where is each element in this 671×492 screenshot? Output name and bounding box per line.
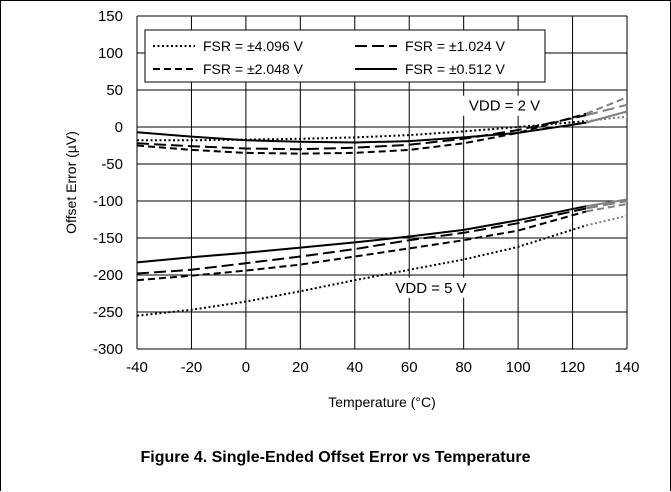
legend-label: FSR = ±1.024 V [405,38,506,54]
x-axis-label: Temperature (°C) [328,394,436,410]
series-line-extrapolated [586,198,628,208]
legend-label: FSR = ±2.048 V [203,61,304,77]
y-tick-label: -200 [93,267,123,284]
annotation-background [462,95,547,116]
x-tick-label: 40 [346,359,363,376]
series-line [136,224,587,317]
y-axis-label: Offset Error (µV) [63,131,79,234]
series-line [137,120,587,142]
vdd-annotation: VDD = 5 V [395,280,466,297]
series-line [136,210,587,282]
x-tick-label: 80 [455,359,472,376]
x-tick-label: 140 [614,359,639,376]
series-line [136,121,587,144]
legend-box [144,29,546,83]
x-tick-label: -20 [181,359,203,376]
series-line-extrapolated [585,103,628,117]
y-tick-label: 150 [98,8,123,25]
series-line-extrapolated [585,96,628,115]
y-tick-label: 0 [115,119,123,136]
series-line [136,112,587,155]
legend-label: FSR = ±0.512 V [405,61,506,77]
legend-label: FSR = ±4.096 V [203,38,304,54]
x-tick-label: 120 [560,359,585,376]
x-tick-label: 60 [401,359,418,376]
x-tick-label: 100 [506,359,531,376]
y-tick-label: -100 [93,193,123,210]
series-line [136,205,587,264]
series-line-extrapolated [586,200,628,210]
y-tick-label: -50 [101,156,123,173]
y-tick-label: -300 [93,341,123,358]
y-tick-label: -150 [93,230,123,247]
series-line [136,114,587,151]
x-tick-label: -40 [126,359,148,376]
vdd-annotation: VDD = 2 V [469,98,540,115]
y-tick-label: 100 [98,45,123,62]
series-line-extrapolated [586,203,628,213]
figure-caption: Figure 4. Single-Ended Offset Error vs T… [140,449,531,466]
y-tick-label: 50 [106,82,123,99]
x-tick-label: 0 [242,359,250,376]
x-tick-label: 20 [292,359,309,376]
series-line [136,207,587,275]
annotation-background [389,277,473,298]
series-line-extrapolated [585,110,628,124]
y-tick-label: -250 [93,304,123,321]
